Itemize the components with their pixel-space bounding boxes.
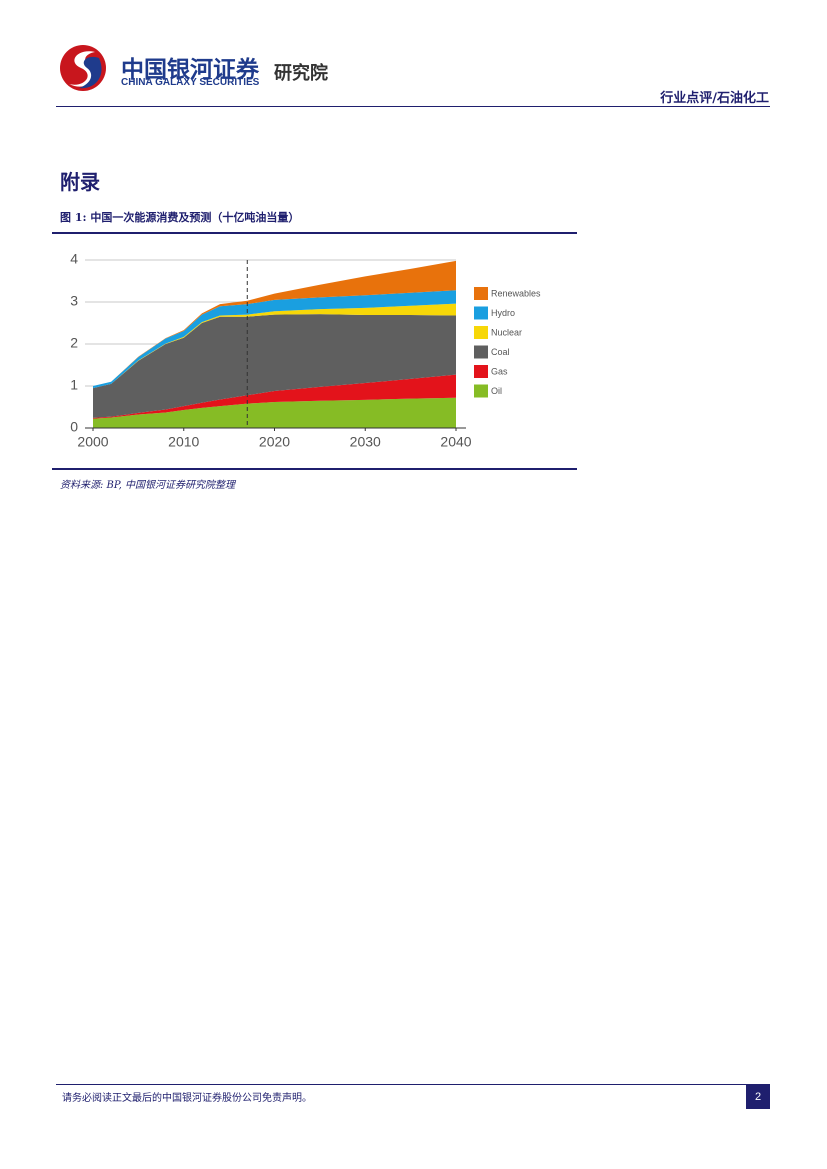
figure-caption: 图 1: 中国一次能源消费及预测（十亿吨油当量） (60, 211, 300, 224)
chart: 0 1 2 3 4 2000 2010 2020 2030 2040 Renewables Hydro… (70, 251, 541, 450)
legend-label: Gas (491, 366, 508, 376)
legend-swatch (474, 306, 488, 320)
y-tick-label: 4 (70, 251, 78, 267)
area (93, 374, 456, 419)
footer-rule (56, 1084, 770, 1085)
report-category: 行业点评/石油化工 (660, 91, 769, 106)
y-tick-label: 2 (70, 335, 78, 351)
section-title: 附录 (60, 170, 100, 194)
figure-top-rule (52, 232, 577, 234)
legend-swatch (474, 287, 488, 300)
legend-label: Renewables (491, 288, 541, 298)
area (93, 303, 456, 389)
legend-label: Nuclear (491, 327, 522, 337)
y-tick-label: 0 (70, 419, 78, 435)
x-tick-label: 2020 (259, 434, 290, 450)
x-tick-label: 2030 (350, 434, 381, 450)
legend-swatch (474, 345, 488, 359)
page-number: 2 (746, 1085, 770, 1109)
header-rule (56, 106, 770, 107)
legend-swatch (474, 326, 488, 339)
legend-label: Hydro (491, 308, 515, 318)
y-tick-label: 3 (70, 293, 78, 309)
disclaimer: 请务必阅读正文最后的中国银河证券股份公司免责声明。 (62, 1093, 312, 1104)
y-tick-label: 1 (70, 377, 78, 393)
x-tick-label: 2000 (77, 434, 108, 450)
legend-swatch (474, 384, 488, 398)
area (93, 314, 456, 418)
legend-swatch (474, 365, 488, 378)
x-tick-label: 2040 (440, 434, 471, 450)
area (93, 260, 456, 386)
legend-label: Coal (491, 347, 510, 357)
company-en: CHINA GALAXY SECURITIES (121, 77, 260, 88)
logo (60, 45, 106, 91)
company-cn: 中国银河证券 (121, 57, 259, 83)
legend-label: Oil (491, 386, 502, 396)
area (93, 397, 456, 428)
area (93, 290, 456, 389)
source-note: 资料来源: BP, 中国银河证券研究院整理 (60, 480, 235, 491)
institute: 研究院 (274, 63, 328, 84)
figure-bottom-rule (52, 468, 577, 470)
x-tick-label: 2010 (168, 434, 199, 450)
